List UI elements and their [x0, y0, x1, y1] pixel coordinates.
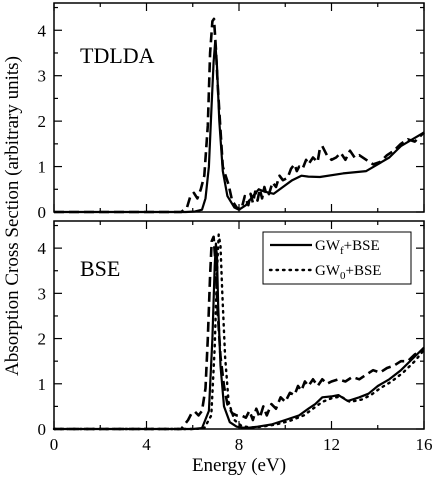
legend-gw0-sub: 0 [340, 270, 346, 282]
panel-tdlda-ytick-labels: 0 1 2 3 4 [38, 21, 47, 222]
legend: GWf+BSE GW0+BSE [262, 231, 412, 285]
legend-gwf-sub: f [340, 245, 344, 257]
panel-tdlda-series [54, 17, 425, 214]
legend-entry-gwf: GWf+BSE [315, 238, 380, 257]
y-tick-label: 4 [38, 239, 47, 258]
y-tick-label: 1 [38, 158, 47, 177]
x-tick-label: 8 [235, 435, 244, 454]
y-tick-label: 1 [38, 375, 47, 394]
panel-bse-ytick-labels: 0 1 2 3 4 [38, 239, 47, 439]
legend-gwf-base: GW [315, 238, 341, 254]
panel-bse-series [52, 233, 426, 431]
x-tick-label: 12 [323, 435, 340, 454]
panel-tdlda: 0 1 2 3 4 TDLDA [38, 2, 425, 222]
y-tick-label: 4 [38, 21, 47, 40]
legend-entry-gw0: GW0+BSE [315, 263, 381, 282]
legend-gw0-base: GW [315, 263, 341, 279]
series-bse-dashed-line [54, 235, 425, 431]
legend-gw0-suffix: +BSE [346, 263, 382, 279]
y-tick-label: 0 [38, 420, 47, 439]
y-tick-label: 0 [38, 203, 47, 222]
x-tick-label: 16 [416, 435, 433, 454]
legend-gwf-suffix: +BSE [344, 238, 380, 254]
y-tick-label: 2 [38, 330, 47, 349]
panel-tdlda-label: TDLDA [80, 43, 155, 68]
x-axis-title: Energy (eV) [192, 455, 286, 476]
y-tick-label: 2 [38, 112, 47, 131]
panel-bse-xtick-labels: 0 4 8 12 16 [50, 435, 433, 454]
y-tick-label: 3 [38, 67, 47, 86]
x-tick-label: 0 [50, 435, 59, 454]
panel-bse-label: BSE [80, 256, 120, 281]
y-tick-label: 3 [38, 284, 47, 303]
series-bse-dotted-line [52, 233, 426, 431]
legend-box [262, 231, 412, 285]
x-tick-label: 4 [142, 435, 151, 454]
series-tdlda-dashed-line [54, 17, 425, 214]
y-axis-title: Absorption Cross Section (arbitrary unit… [2, 56, 23, 376]
